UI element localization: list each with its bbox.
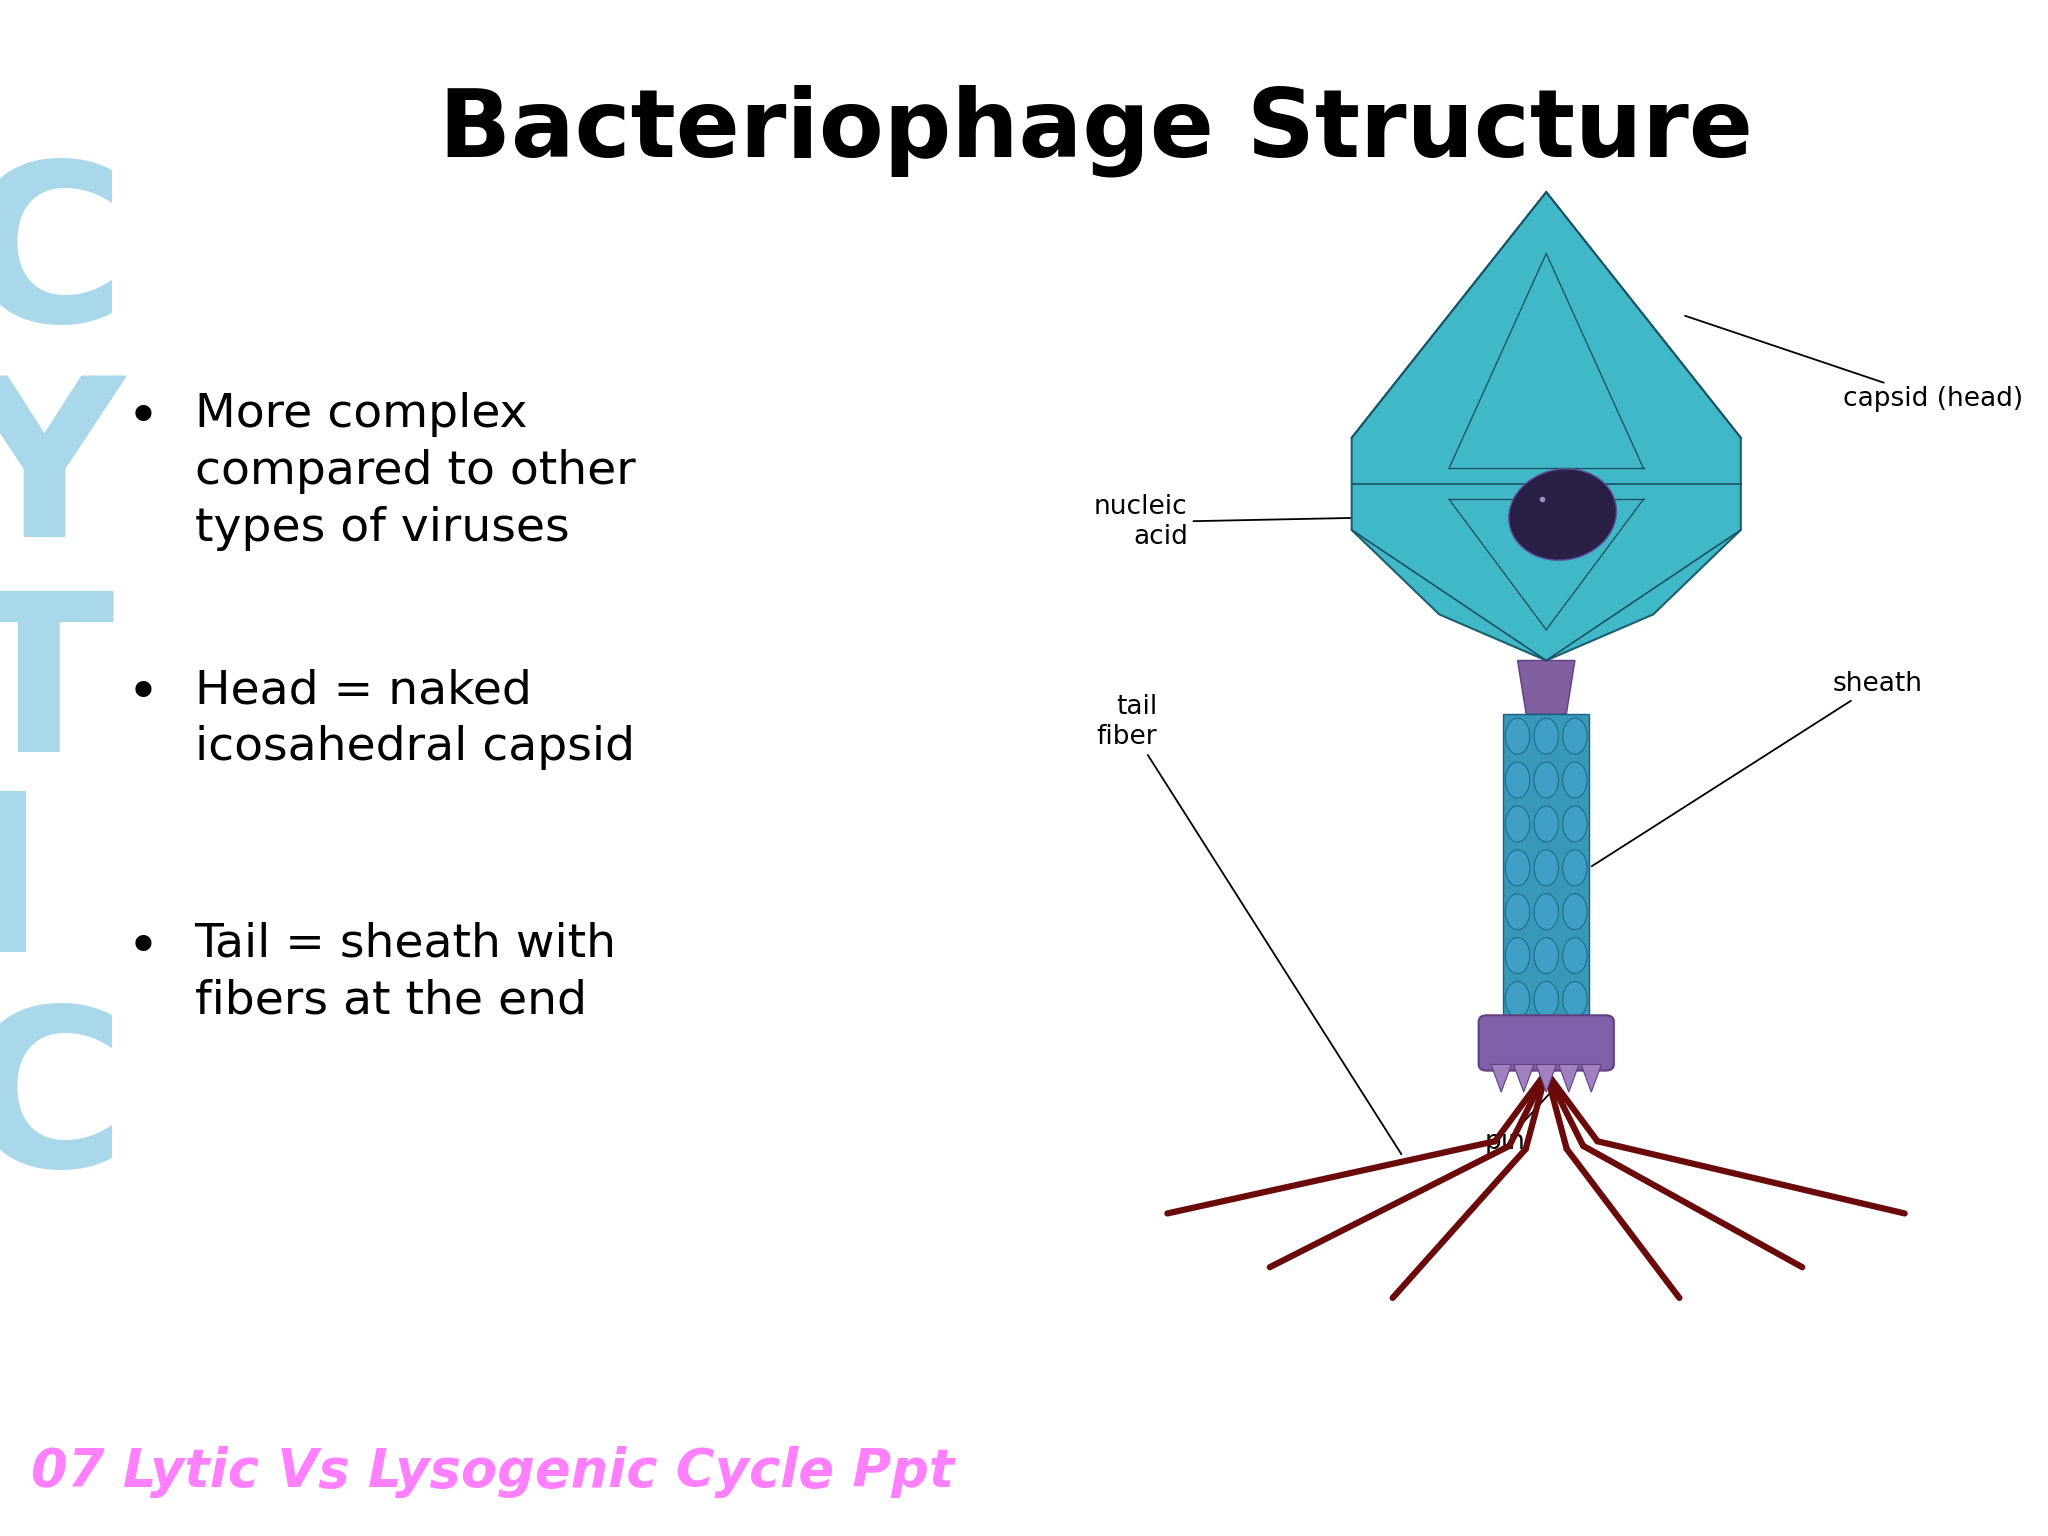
Ellipse shape bbox=[1563, 806, 1587, 842]
Text: nucleic
acid: nucleic acid bbox=[1094, 495, 1516, 550]
Text: pin: pin bbox=[1485, 1087, 1554, 1155]
Ellipse shape bbox=[1563, 982, 1587, 1017]
Ellipse shape bbox=[1505, 982, 1530, 1017]
Text: Y: Y bbox=[0, 369, 125, 584]
Ellipse shape bbox=[1505, 806, 1530, 842]
Ellipse shape bbox=[1505, 894, 1530, 929]
Ellipse shape bbox=[1509, 468, 1616, 561]
Text: I: I bbox=[0, 783, 45, 998]
Ellipse shape bbox=[1534, 719, 1559, 754]
Ellipse shape bbox=[1534, 849, 1559, 886]
Polygon shape bbox=[1513, 1064, 1534, 1092]
Ellipse shape bbox=[1534, 762, 1559, 799]
Ellipse shape bbox=[1534, 937, 1559, 974]
Polygon shape bbox=[1491, 1064, 1511, 1092]
FancyBboxPatch shape bbox=[1479, 1015, 1614, 1071]
Polygon shape bbox=[1559, 1064, 1579, 1092]
Text: Bacteriophage Structure: Bacteriophage Structure bbox=[438, 84, 1753, 177]
Text: Head = naked
icosahedral capsid: Head = naked icosahedral capsid bbox=[195, 668, 635, 771]
Ellipse shape bbox=[1563, 719, 1587, 754]
Ellipse shape bbox=[1534, 806, 1559, 842]
Polygon shape bbox=[1518, 660, 1575, 714]
Text: C: C bbox=[0, 154, 127, 369]
Ellipse shape bbox=[1563, 762, 1587, 799]
Text: More complex
compared to other
types of viruses: More complex compared to other types of … bbox=[195, 392, 635, 551]
Text: •: • bbox=[127, 668, 160, 722]
Ellipse shape bbox=[1534, 894, 1559, 929]
Text: tail
fiber: tail fiber bbox=[1096, 694, 1401, 1154]
Bar bbox=[1503, 714, 1589, 1021]
Text: T: T bbox=[0, 584, 115, 799]
Polygon shape bbox=[1352, 192, 1741, 660]
Ellipse shape bbox=[1563, 937, 1587, 974]
Ellipse shape bbox=[1505, 849, 1530, 886]
Polygon shape bbox=[1581, 1064, 1602, 1092]
Ellipse shape bbox=[1534, 982, 1559, 1017]
Text: •: • bbox=[127, 922, 160, 975]
Polygon shape bbox=[1536, 1064, 1556, 1092]
Text: Tail = sheath with
fibers at the end: Tail = sheath with fibers at the end bbox=[195, 922, 616, 1025]
Ellipse shape bbox=[1563, 849, 1587, 886]
Text: •: • bbox=[127, 392, 160, 445]
Ellipse shape bbox=[1505, 719, 1530, 754]
Ellipse shape bbox=[1505, 762, 1530, 799]
Ellipse shape bbox=[1505, 937, 1530, 974]
Text: C: C bbox=[0, 998, 127, 1213]
Text: sheath: sheath bbox=[1591, 671, 1923, 866]
Text: 07 Lytic Vs Lysogenic Cycle Ppt: 07 Lytic Vs Lysogenic Cycle Ppt bbox=[31, 1445, 954, 1498]
Ellipse shape bbox=[1563, 894, 1587, 929]
Text: capsid (head): capsid (head) bbox=[1686, 316, 2023, 412]
